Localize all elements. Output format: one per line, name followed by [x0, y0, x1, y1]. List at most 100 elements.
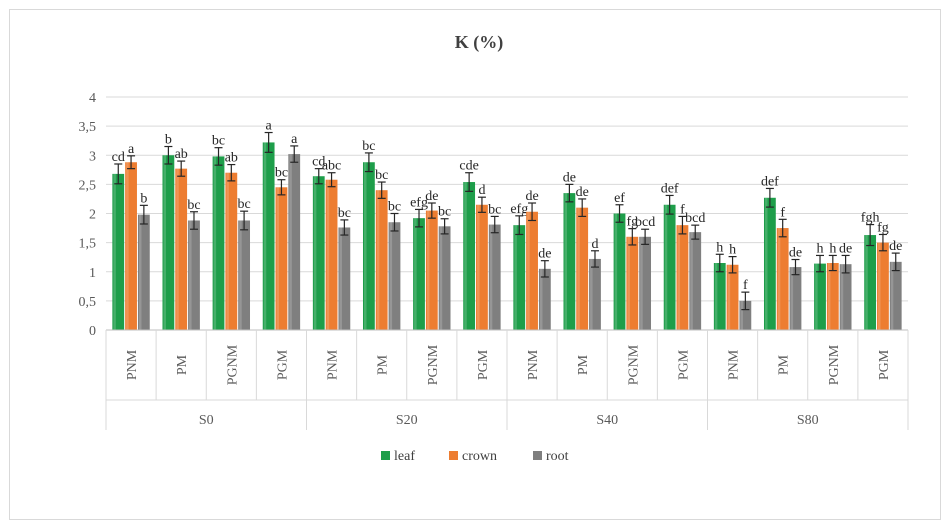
bar-root [438, 226, 451, 330]
data-label: a [291, 132, 298, 147]
data-label: f [680, 202, 685, 217]
data-label: de [538, 247, 551, 262]
bar-crown [826, 263, 839, 330]
data-label: efg [510, 202, 528, 217]
bar-leaf [563, 193, 576, 330]
data-label: d [478, 183, 485, 198]
data-label: bc [187, 198, 200, 213]
bar-highlight [363, 162, 367, 330]
data-label: fg [877, 220, 889, 235]
chart-title: K (%) [455, 32, 504, 53]
bar-root [388, 222, 401, 330]
bar-crown [726, 264, 739, 330]
data-label: def [661, 181, 679, 196]
bar-highlight [764, 197, 768, 330]
bar-leaf [613, 213, 626, 330]
bar-crown [476, 204, 488, 330]
legend-label-root: root [546, 449, 569, 464]
y-tick-label: 0,5 [79, 295, 97, 310]
bar-crown [425, 210, 438, 330]
category-axis: PNM PM PGNM PGM PNM PM PGNM PGM PNM PM PGNM PGM PNM P… [105, 329, 909, 430]
x-group-label: S40 [596, 413, 618, 428]
bar-leaf [763, 197, 776, 330]
data-label: h [729, 243, 736, 258]
data-label: fgh [861, 211, 880, 226]
bar-leaf [413, 218, 425, 330]
bar-root [338, 227, 351, 330]
bar-highlight [126, 162, 129, 330]
bar-highlight [827, 263, 831, 330]
legend-label-crown: crown [462, 449, 497, 464]
x-tick-label: PM [576, 354, 591, 375]
data-label: bc [388, 200, 401, 215]
bar-crown [776, 228, 789, 330]
data-label: bc [275, 166, 288, 181]
bar-highlight [477, 204, 480, 330]
bar-leaf [262, 142, 275, 330]
x-tick-label: PGNM [827, 344, 842, 385]
bar-leaf [814, 263, 826, 330]
bar-highlight [727, 264, 731, 330]
bar-highlight [414, 218, 417, 330]
x-tick-label: PGM [275, 349, 290, 380]
x-tick-label: PGM [476, 349, 491, 380]
bar-root [739, 300, 752, 330]
x-group-label: S0 [199, 413, 214, 428]
bar-highlight [640, 236, 643, 330]
data-label: bc [375, 168, 388, 183]
bar-highlight [840, 264, 844, 330]
data-label: cd [312, 155, 325, 170]
bar-highlight [176, 168, 179, 330]
bar-root [689, 232, 702, 330]
data-label: de [425, 189, 438, 204]
bar-crown [576, 207, 589, 330]
bar-highlight [263, 142, 267, 330]
data-label: de [563, 170, 576, 185]
bar-leaf [663, 204, 676, 330]
legend-label-leaf: leaf [394, 449, 415, 464]
legend-swatch-root [533, 451, 542, 460]
bar-highlight [426, 210, 430, 330]
data-label: bc [488, 202, 501, 217]
y-tick-label: 1 [89, 266, 96, 281]
bar-leaf [463, 182, 476, 330]
bar-highlight [514, 225, 517, 330]
bar-highlight [865, 235, 868, 330]
data-label: d [591, 237, 598, 252]
bar-highlight [138, 214, 142, 330]
bar-highlight [339, 227, 342, 330]
data-label: bc [362, 139, 375, 154]
bar-root [639, 236, 652, 330]
bar-root [789, 267, 802, 330]
bar-crown [676, 225, 689, 330]
y-tick-label: 1,5 [79, 237, 97, 252]
bar-highlight [313, 176, 317, 330]
bar-root [488, 224, 501, 330]
y-tick-label: 3 [89, 149, 96, 164]
x-tick-label: PGNM [225, 344, 240, 385]
x-tick-label: PNM [125, 349, 140, 380]
bar-highlight [614, 213, 618, 330]
bar-highlight [777, 228, 781, 330]
bar-highlight [677, 225, 681, 330]
bar-crown [275, 187, 288, 330]
data-label: de [576, 185, 589, 200]
data-label: efg [410, 195, 428, 210]
data-label: h [817, 241, 824, 256]
bar-root [288, 154, 301, 330]
bar-highlight [376, 190, 380, 330]
data-label: def [761, 174, 779, 189]
x-tick-label: PM [777, 354, 792, 375]
data-label: ef [614, 191, 625, 206]
bar-highlight [213, 156, 217, 330]
data-label: f [743, 278, 748, 293]
data-label: bc [438, 205, 451, 220]
bar-root [839, 264, 852, 330]
bar-highlight [113, 173, 116, 330]
data-label: bc [338, 206, 351, 221]
bar-highlight [890, 261, 894, 330]
bar-highlight [289, 154, 292, 330]
legend: leaf crown root [381, 449, 569, 464]
bar-leaf [212, 156, 225, 330]
